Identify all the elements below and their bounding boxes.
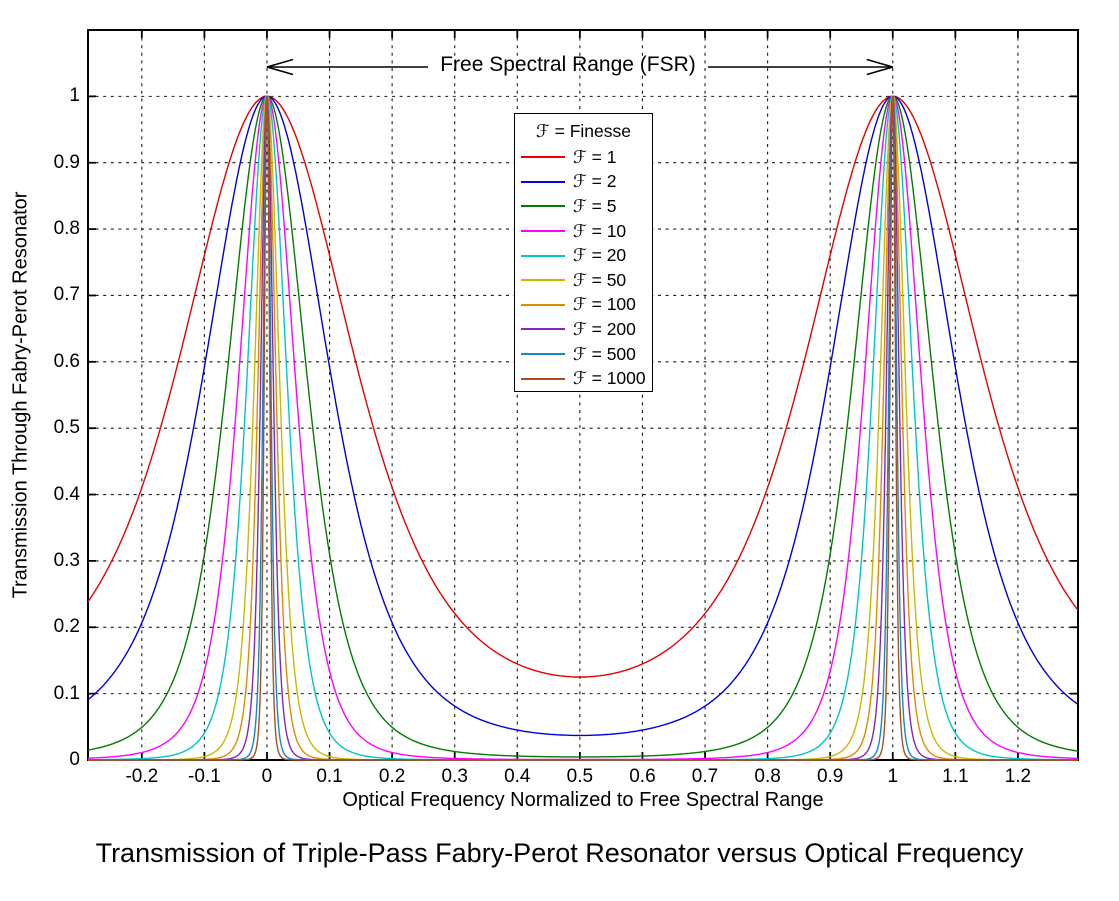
legend-line-sample [521, 230, 565, 233]
legend-line-sample [521, 254, 565, 257]
fsr-arrowhead-left [266, 58, 294, 68]
legend-entry-label: ℱ = 500 [573, 343, 636, 364]
legend-line-sample [521, 180, 565, 183]
fsr-annotation-label: Free Spectral Range (FSR) [440, 53, 696, 76]
legend-entry: ℱ = 1000 [521, 366, 652, 391]
fsr-arrowhead-right [866, 58, 893, 68]
y-tick-label: 0.5 [53, 417, 80, 439]
x-tick-label: 0 [261, 766, 273, 787]
y-axis-label: Transmission Through Fabry-Perot Resonat… [9, 191, 32, 599]
legend-entry: ℱ = 5 [521, 194, 652, 219]
x-tick-label: 0.3 [441, 766, 468, 787]
y-tick-label: 1 [69, 85, 80, 107]
x-tick-label: 1.1 [942, 766, 969, 787]
legend-entry: ℱ = 200 [521, 317, 652, 342]
x-tick-label: 0.5 [566, 766, 594, 787]
legend-line-sample [521, 156, 565, 159]
legend-entry: ℱ = 20 [521, 243, 652, 268]
fsr-arrowhead-left [266, 66, 294, 76]
legend-entry: ℱ = 500 [521, 342, 652, 367]
x-tick-label: 0.1 [316, 766, 343, 787]
legend-line-sample [521, 303, 565, 306]
x-tick-label: 0.2 [378, 766, 406, 787]
y-tick-label: 0.9 [53, 151, 80, 173]
y-tick-label: 0.7 [53, 284, 80, 306]
legend-entry-label: ℱ = 1000 [573, 368, 646, 389]
legend-entry-label: ℱ = 200 [573, 318, 636, 339]
x-tick-label: 0.4 [504, 766, 531, 787]
legend-entry: ℱ = 1 [521, 145, 652, 170]
curve-finesse-5 [87, 95, 1079, 758]
curve-finesse-2 [87, 95, 1079, 737]
legend-entry: ℱ = 2 [521, 170, 652, 195]
x-tick-label: 0.9 [816, 766, 844, 787]
legend-entry: ℱ = 10 [521, 219, 652, 244]
legend-entry-label: ℱ = 2 [573, 171, 617, 192]
y-tick-label: 0.3 [53, 549, 80, 571]
x-tick-label: -0.1 [188, 766, 221, 787]
x-tick-label: 0.8 [754, 766, 781, 787]
x-tick-label: 1 [887, 766, 899, 787]
curve-finesse-1 [87, 95, 1079, 678]
x-tick-label: -0.2 [125, 766, 159, 787]
legend-entry-label: ℱ = 20 [573, 245, 627, 266]
y-tick-label: 0.1 [53, 682, 80, 704]
legend-line-sample [521, 377, 565, 380]
y-tick-label: 0.2 [53, 616, 80, 638]
legend-entry-label: ℱ = 50 [573, 269, 627, 290]
legend-entry: ℱ = 100 [521, 293, 652, 318]
legend-line-sample [521, 328, 565, 331]
y-tick-label: 0.8 [53, 218, 80, 240]
fsr-arrowhead-right [866, 66, 893, 76]
x-axis-label: Optical Frequency Normalized to Free Spe… [342, 789, 824, 811]
legend-entry-label: ℱ = 10 [573, 220, 627, 241]
x-tick-label: 1.2 [1004, 766, 1032, 787]
y-tick-label: 0.4 [53, 483, 80, 505]
x-tick-label: 0.6 [629, 766, 656, 787]
legend-line-sample [521, 279, 565, 282]
y-tick-label: 0 [69, 749, 80, 770]
legend-entry-label: ℱ = 100 [573, 294, 636, 315]
legend-entry: ℱ = 50 [521, 268, 652, 293]
legend-line-sample [521, 205, 565, 208]
figure-title: Transmission of Triple-Pass Fabry-Perot … [95, 838, 1024, 868]
x-tick-label: 0.7 [691, 766, 719, 787]
legend-entries: ℱ = 1 ℱ = 2 ℱ = 5 ℱ = 10 ℱ = 20 ℱ = 50 ℱ = 100… [521, 145, 652, 391]
legend-title: ℱ = Finesse [536, 121, 631, 141]
curve-finesse-1000 [88, 95, 1078, 761]
legend-entry-label: ℱ = 5 [573, 195, 617, 216]
y-tick-label: 0.6 [53, 350, 80, 372]
legend-line-sample [521, 353, 565, 356]
legend-entry-label: ℱ = 1 [573, 146, 617, 167]
